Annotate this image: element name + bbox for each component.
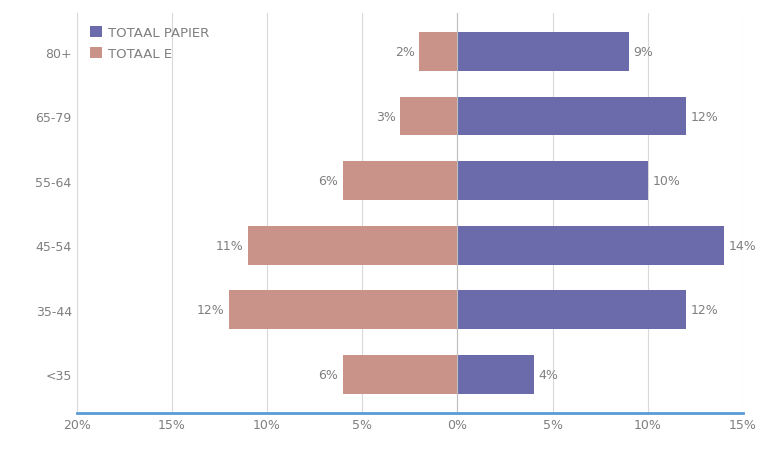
Bar bbox=[457, 226, 724, 265]
Bar bbox=[457, 97, 686, 136]
Bar bbox=[401, 97, 457, 136]
Bar bbox=[419, 33, 457, 72]
Bar bbox=[343, 162, 457, 201]
Legend: TOTAAL PAPIER, TOTAAL E: TOTAAL PAPIER, TOTAAL E bbox=[83, 20, 216, 67]
Text: 12%: 12% bbox=[691, 303, 719, 317]
Bar bbox=[457, 33, 629, 72]
Text: 12%: 12% bbox=[691, 110, 719, 123]
Text: 14%: 14% bbox=[728, 239, 757, 252]
Bar bbox=[457, 355, 534, 394]
Bar bbox=[457, 291, 686, 330]
Text: 4%: 4% bbox=[538, 368, 558, 381]
Text: 2%: 2% bbox=[394, 46, 414, 59]
Bar bbox=[229, 291, 457, 330]
Bar bbox=[343, 355, 457, 394]
Text: 11%: 11% bbox=[215, 239, 244, 252]
Text: 3%: 3% bbox=[375, 110, 395, 123]
Text: 12%: 12% bbox=[196, 303, 224, 317]
Text: 9%: 9% bbox=[633, 46, 653, 59]
Bar bbox=[248, 226, 457, 265]
Text: 10%: 10% bbox=[653, 175, 680, 188]
Text: 6%: 6% bbox=[319, 175, 339, 188]
Text: 6%: 6% bbox=[319, 368, 339, 381]
Bar bbox=[457, 162, 648, 201]
